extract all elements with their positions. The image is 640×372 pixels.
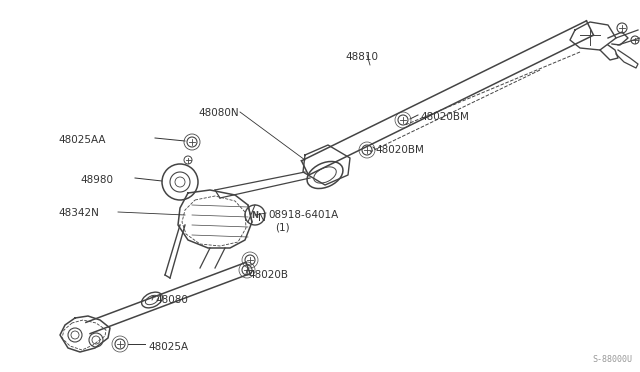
Text: N: N	[252, 211, 259, 219]
Text: 48080N: 48080N	[198, 108, 239, 118]
Text: S-88000U: S-88000U	[592, 355, 632, 364]
Text: N: N	[258, 213, 266, 223]
Text: 48810: 48810	[345, 52, 378, 62]
Text: 48020BM: 48020BM	[375, 145, 424, 155]
Text: 48025A: 48025A	[148, 342, 188, 352]
Text: 48020BM: 48020BM	[420, 112, 469, 122]
Text: 48342N: 48342N	[58, 208, 99, 218]
Text: 48025AA: 48025AA	[58, 135, 106, 145]
Text: (1): (1)	[275, 222, 290, 232]
Text: 48080: 48080	[155, 295, 188, 305]
Text: 48020B: 48020B	[248, 270, 288, 280]
Text: 48980: 48980	[80, 175, 113, 185]
Text: 08918-6401A: 08918-6401A	[268, 210, 339, 220]
